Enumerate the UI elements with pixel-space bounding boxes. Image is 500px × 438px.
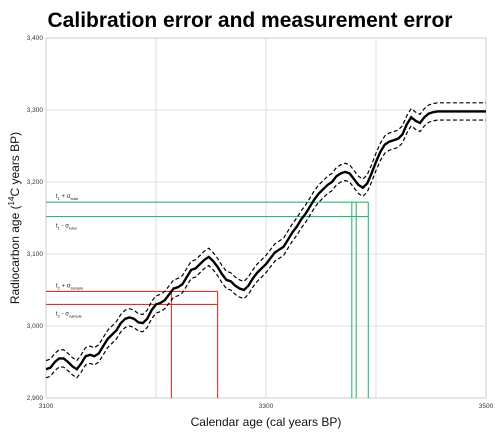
annotation-labels: t1 + σtotal t1 - σtotal t2 + σsample t2 - σ… [56,194,84,318]
x-axis-label: Calendar age (cal years BP) [191,415,342,429]
chart-title: Calibration error and measurement error [48,9,453,32]
y-tick-label: 2,900 [27,395,44,402]
annotations [46,201,369,398]
x-tick-label: 3100 [39,403,54,410]
x-tick-label: 3500 [479,403,494,410]
annotation-label: t2 + σsample [56,283,84,290]
annotation-label: t2 - σsample [56,311,83,318]
y-axis-label-prefix: Radiocarbon age ( [8,205,22,304]
x-tick-label: 3300 [259,403,274,410]
y-tick-label: 3,400 [27,35,44,42]
series [45,102,486,379]
y-axis-label-superscript: 14 [7,196,16,205]
calibration-curve [45,110,486,371]
y-tick-label: 3,300 [27,107,44,114]
y-tick-label: 3,100 [27,251,44,258]
y-axis-label: Radiocarbon age (14C years BP) [7,132,22,304]
upper-uncertainty-band [45,102,486,362]
y-tick-label: 3,200 [27,179,44,186]
plot-area-frame [45,37,487,399]
annotation-label: t1 + σtotal [56,194,78,201]
y-axis-label-suffix: C years BP) [8,132,22,197]
y-tick-label: 3,000 [27,323,44,330]
lower-uncertainty-band [45,119,486,379]
x-tick-labels: 3100 3300 3500 [39,403,494,410]
y-tick-labels: 2,900 3,000 3,100 3,200 3,300 3,400 [27,35,44,402]
annotation-label: t1 - σtotal [56,224,77,231]
